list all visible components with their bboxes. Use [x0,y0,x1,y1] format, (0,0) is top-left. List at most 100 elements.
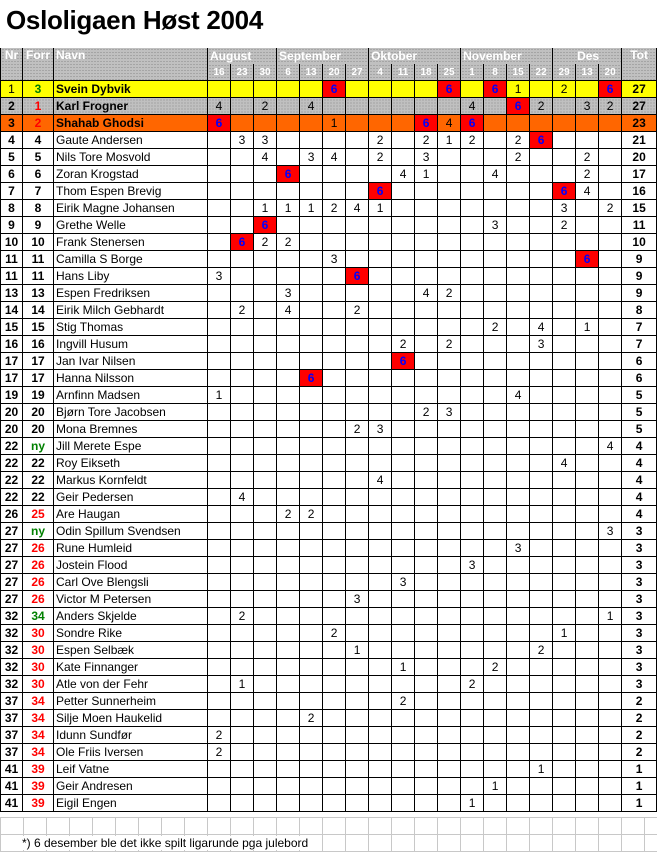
score-cell [598,335,623,353]
score-cell [460,267,485,285]
score-cell [391,743,416,761]
score-cell: 1 [345,641,370,659]
score-cell: 6 [483,80,508,98]
score-cell [529,148,554,166]
header-tot: Tot [621,48,658,81]
score-cell [276,352,301,370]
score-cell [483,386,508,404]
rank-cell: 20 [0,420,23,438]
score-cell [252,250,278,268]
score-cell [276,556,301,574]
score-cell [506,488,531,506]
score-cell [483,335,508,353]
player-name: Gaute Andersen [53,131,208,149]
total-cell: 27 [621,80,658,98]
score-cell [230,522,254,540]
score-cell [414,437,439,455]
score-cell [483,556,508,574]
total-cell: 9 [621,267,658,285]
score-cell [552,420,577,438]
score-cell [391,437,416,455]
total-cell: 5 [621,403,658,421]
score-cell [460,743,485,761]
score-cell [483,726,508,744]
previous-rank-cell: 9 [22,216,54,234]
score-cell [322,607,347,625]
score-cell [506,726,531,744]
table-row: 15 15 Stig Thomas 2 4 1 7 [0,318,658,336]
score-cell [391,318,416,336]
score-cell [437,250,462,268]
rank-cell: 13 [0,284,23,302]
total-cell: 21 [621,131,658,149]
previous-rank-cell: 34 [22,743,54,761]
table-row: 32 30 Sondre Rike 2 1 3 [0,624,658,642]
score-cell [207,675,231,693]
score-cell: 6 [506,97,531,115]
previous-rank-cell: 16 [22,335,54,353]
score-cell [252,726,278,744]
score-cell [345,352,370,370]
score-cell: 2 [575,148,600,166]
header-day: 30 [252,64,278,81]
score-cell [230,335,254,353]
score-cell [575,726,600,744]
score-cell [276,743,301,761]
score-cell [299,131,324,149]
score-cell [575,590,600,608]
score-cell [276,692,301,710]
score-cell [252,505,278,523]
player-name: Leif Vatne [53,760,208,778]
score-cell [276,131,301,149]
player-name: Jill Merete Espe [53,437,208,455]
score-cell [506,760,531,778]
score-cell [299,335,324,353]
score-cell [460,216,485,234]
score-cell [460,420,485,438]
score-cell [552,165,577,183]
score-cell: 2 [598,97,623,115]
score-cell [391,131,416,149]
score-cell [252,335,278,353]
score-cell [345,182,370,200]
score-cell [460,318,485,336]
score-cell [414,522,439,540]
score-cell [552,590,577,608]
score-cell [598,590,623,608]
score-cell [252,284,278,302]
score-cell: 1 [207,386,231,404]
score-cell [391,590,416,608]
score-cell [276,658,301,676]
score-cell [552,97,577,115]
previous-rank-cell: 8 [22,199,54,217]
total-cell: 16 [621,182,658,200]
score-cell [414,573,439,591]
score-cell [391,420,416,438]
score-cell: 4 [437,114,462,132]
score-cell [368,505,393,523]
score-cell [368,165,393,183]
rank-cell: 32 [0,658,23,676]
score-cell [506,709,531,727]
score-cell [207,352,231,370]
total-cell: 3 [621,590,658,608]
score-cell: 1 [276,199,301,217]
score-cell: 1 [252,199,278,217]
score-cell: 2 [299,709,324,727]
score-cell [552,760,577,778]
score-cell [345,437,370,455]
score-cell [391,403,416,421]
header-day: 25 [437,64,462,81]
player-name: Eirik Magne Johansen [53,199,208,217]
score-cell [414,199,439,217]
score-cell [252,590,278,608]
score-cell: 1 [368,199,393,217]
player-name: Geir Pedersen [53,488,208,506]
score-cell [345,692,370,710]
score-cell [575,80,600,98]
score-cell [230,760,254,778]
score-cell [322,131,347,149]
score-cell [414,369,439,387]
player-name: Zoran Krogstad [53,165,208,183]
rank-cell: 22 [0,437,23,455]
